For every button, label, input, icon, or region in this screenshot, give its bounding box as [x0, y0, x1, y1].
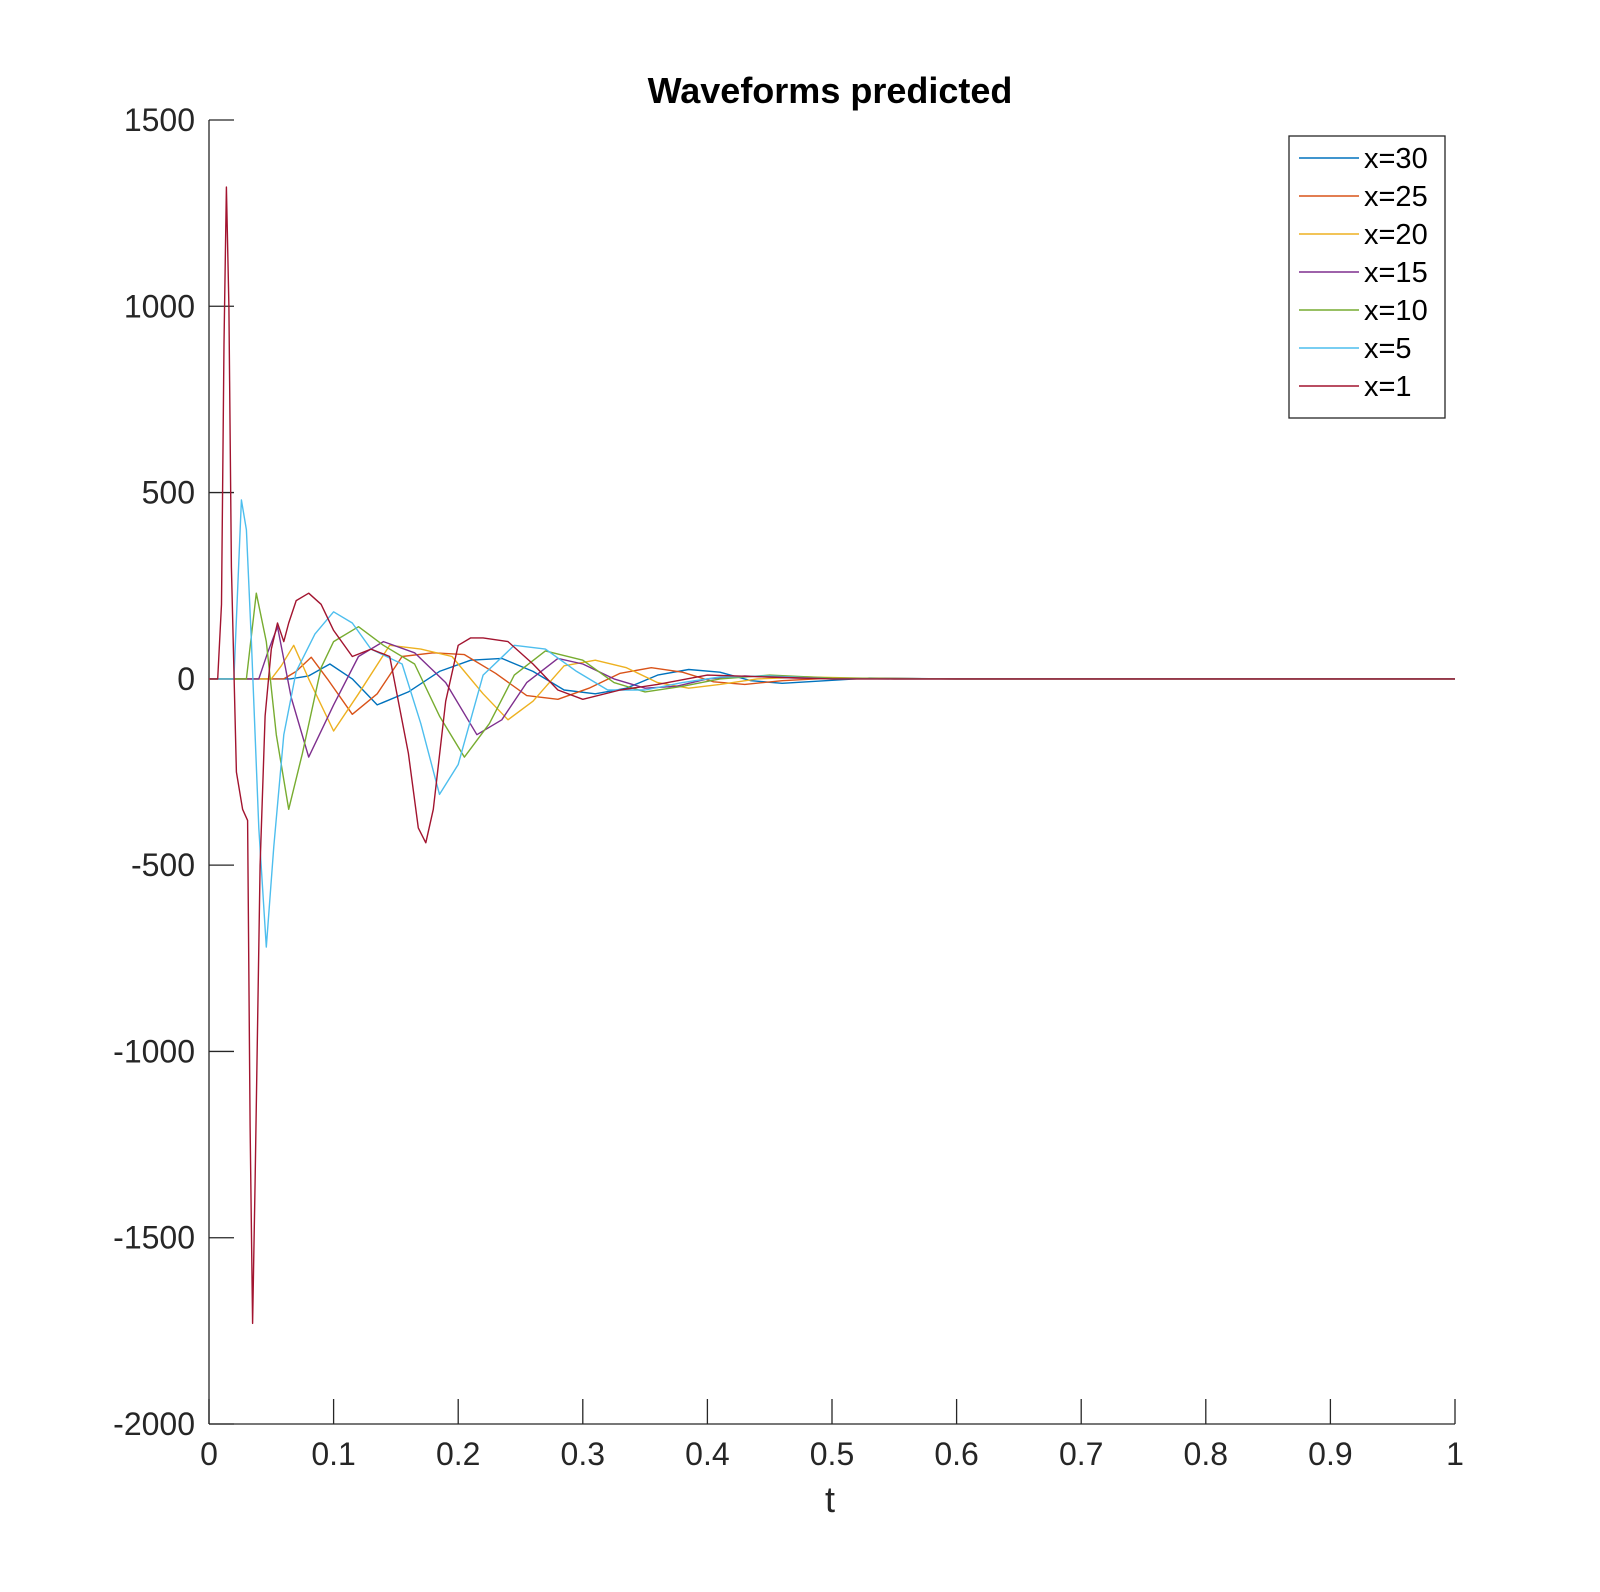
x-axis-label: t [825, 1479, 835, 1520]
legend-label: x=10 [1364, 295, 1428, 327]
legend-label: x=20 [1364, 219, 1428, 251]
legend-box [1288, 135, 1446, 419]
x-tick-label: 0.8 [1184, 1436, 1228, 1472]
x-tick-label: 0.5 [810, 1436, 854, 1472]
legend-label: x=5 [1364, 333, 1412, 365]
x-tick-label: 0.6 [934, 1436, 978, 1472]
legend-label: x=15 [1364, 257, 1428, 289]
y-tick-label: -1000 [113, 1033, 195, 1069]
y-tick-label: -1500 [113, 1220, 195, 1256]
legend-label: x=30 [1364, 143, 1428, 175]
series-line-x-10 [209, 592, 1455, 810]
x-tick-label: 0 [200, 1436, 218, 1472]
legend-label: x=1 [1364, 371, 1412, 403]
x-tick-label: 0.3 [561, 1436, 605, 1472]
y-tick-label: -2000 [113, 1406, 195, 1442]
x-tick-label: 0.4 [685, 1436, 729, 1472]
y-tick-label: -500 [131, 847, 195, 883]
series-line-x-1 [209, 186, 1455, 1325]
plot-lines [209, 186, 1455, 1325]
x-tick-label: 0.9 [1308, 1436, 1352, 1472]
x-tick-label: 0.1 [311, 1436, 355, 1472]
y-tick-label: 1500 [124, 102, 195, 138]
x-tick-label: 1 [1446, 1436, 1464, 1472]
series-line-x-20 [209, 644, 1455, 732]
legend: x=30 x=25 x=20 x=15 x=10 x=5 x=1 [1288, 135, 1446, 419]
x-tick-label: 0.7 [1059, 1436, 1103, 1472]
series-line-x-5 [209, 499, 1455, 948]
y-tick-label: 500 [142, 475, 195, 511]
legend-label: x=25 [1364, 181, 1428, 213]
series-line-x-25 [209, 652, 1455, 715]
chart-title: Waveforms predicted [648, 70, 1013, 111]
y-tick-label: 1000 [124, 288, 195, 324]
x-tick-label: 0.2 [436, 1436, 480, 1472]
y-tick-label: 0 [177, 661, 195, 697]
plot-axes: -2000 -1500 -1000 -500 0 500 1000 1500 0 0.1 0.2 0.… [113, 102, 1464, 1472]
